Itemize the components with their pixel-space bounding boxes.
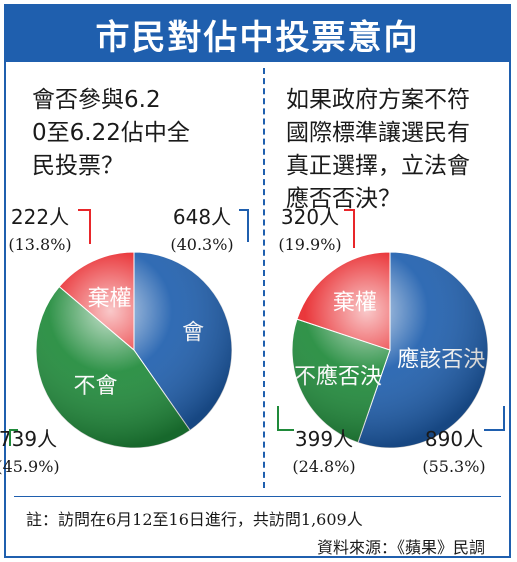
- column-divider: [263, 68, 265, 488]
- page-title: 市民對佔中投票意向: [95, 17, 420, 58]
- slice-percent-3: (13.8%): [8, 235, 71, 254]
- pie-highlight: [36, 252, 232, 448]
- leader-line-2: [9, 429, 18, 446]
- slice-count-3: 320人: [281, 205, 339, 229]
- footer-rule: [14, 496, 501, 497]
- slice-percent-2: (45.9%): [0, 457, 60, 476]
- slice-count-2: 739人: [0, 427, 57, 451]
- slice-percent-2: (24.8%): [292, 457, 355, 476]
- title-bar: 市民對佔中投票意向: [6, 6, 509, 62]
- slice-percent-1: (55.3%): [422, 457, 485, 476]
- source-note: 資料來源：《蘋果》民調: [316, 538, 485, 557]
- pie-chart-2: 應該否決不應否決棄權890人(55.3%)399人(24.8%)320人(19.…: [277, 205, 505, 476]
- slice-percent-3: (19.9%): [278, 235, 341, 254]
- leader-line-3: [344, 209, 355, 248]
- slice-count-1: 890人: [425, 427, 483, 451]
- infographic-frame: 市民對佔中投票意向 會否參與6.2 0至6.22佔中全 民投票？ 如果政府方案不…: [0, 4, 511, 558]
- leader-line-1: [484, 406, 505, 431]
- leader-line-1: [239, 209, 249, 242]
- leader-line-3: [78, 209, 91, 244]
- pie-highlight: [292, 252, 488, 448]
- leader-line-2: [277, 406, 294, 431]
- slice-count-3: 222人: [11, 205, 69, 229]
- survey-footnote: 註：訪問在6月12至16日進行，共訪問1,609人: [26, 510, 363, 529]
- chart-1-question: 會否參與6.2 0至6.22佔中全 民投票？: [32, 87, 190, 179]
- slice-count-1: 648人: [173, 205, 231, 229]
- pie-chart-1: 會不會棄權648人(40.3%)739人(45.9%)222人(13.8%): [0, 205, 249, 476]
- chart-2-question: 如果政府方案不符 國際標準讓選民有 真正選擇，立法會 應否否決？: [286, 87, 470, 212]
- slice-percent-1: (40.3%): [170, 235, 233, 254]
- slice-count-2: 399人: [295, 427, 353, 451]
